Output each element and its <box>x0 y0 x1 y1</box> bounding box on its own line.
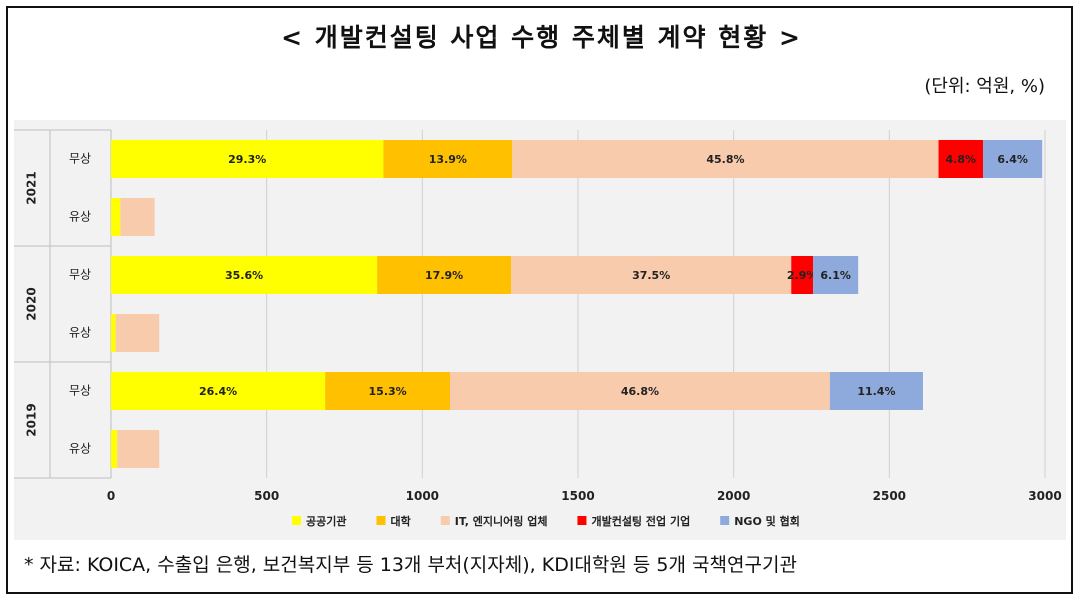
legend-label-0: 공공기관 <box>306 514 346 528</box>
legend-swatch-2 <box>440 516 450 525</box>
legend-swatch-4 <box>720 516 730 525</box>
year-label-2021: 2021 <box>25 171 39 204</box>
bar-2019-무상-NGO 및 협회 <box>829 372 923 410</box>
legend-label-1: 대학 <box>390 514 410 528</box>
row-label: 무상 <box>69 384 91 398</box>
x-tick-label-500: 500 <box>254 489 279 503</box>
bar-2019-무상-대학 <box>325 372 451 410</box>
data-label: 2.9% <box>787 269 818 282</box>
row-label: 무상 <box>69 268 91 282</box>
row-label: 유상 <box>69 442 91 456</box>
bar-2019-무상-IT, 엔지니어링 업체 <box>450 372 830 410</box>
year-label-2019: 2019 <box>25 403 39 436</box>
year-label-2020: 2020 <box>25 287 39 320</box>
legend-swatch-3 <box>577 516 587 525</box>
row-label: 유상 <box>69 326 91 340</box>
data-label: 46.8% <box>621 385 659 398</box>
bar-2021-무상-대학 <box>383 140 513 178</box>
data-label: 45.8% <box>706 153 744 166</box>
bar-2020-무상-개발컨설팅 전업 기업 <box>791 256 814 294</box>
data-label: 13.9% <box>429 153 467 166</box>
data-label: 4.8% <box>946 153 977 166</box>
bar-2021-유상-IT, 엔지니어링 업체 <box>120 198 155 236</box>
x-tick-label-3000: 3000 <box>1028 489 1061 503</box>
x-tick-label-2000: 2000 <box>717 489 750 503</box>
bar-2021-유상-공공기관 <box>111 198 121 236</box>
data-label: 26.4% <box>199 385 237 398</box>
chart-frame <box>6 6 1073 594</box>
bar-2021-무상-개발컨설팅 전업 기업 <box>938 140 984 178</box>
data-label: 17.9% <box>425 269 463 282</box>
data-label: 37.5% <box>632 269 670 282</box>
bar-2019-무상-공공기관 <box>111 372 326 410</box>
bar-2021-무상-공공기관 <box>111 140 384 178</box>
data-label: 6.1% <box>820 269 851 282</box>
bar-2021-무상-IT, 엔지니어링 업체 <box>512 140 939 178</box>
source-note: * 자료: KOICA, 수출입 은행, 보건복지부 등 13개 부처(지자체)… <box>24 554 797 576</box>
bar-2019-유상-IT, 엔지니어링 업체 <box>117 430 160 468</box>
x-tick-label-0: 0 <box>107 489 115 503</box>
legend-swatch-0 <box>292 516 301 525</box>
bar-2020-유상-공공기관 <box>111 314 116 352</box>
legend-label-3: 개발컨설팅 전업 기업 <box>591 514 690 528</box>
bar-2020-무상-IT, 엔지니어링 업체 <box>511 256 792 294</box>
chart-title: < 개발컨설팅 사업 수행 주체별 계약 현황 > <box>281 23 802 52</box>
x-tick-label-2500: 2500 <box>873 489 906 503</box>
data-label: 29.3% <box>228 153 266 166</box>
row-label: 무상 <box>69 152 91 166</box>
data-label: 6.4% <box>997 153 1028 166</box>
data-label: 15.3% <box>369 385 407 398</box>
bar-2020-무상-대학 <box>377 256 512 294</box>
x-tick-label-1500: 1500 <box>561 489 594 503</box>
bar-2020-유상-IT, 엔지니어링 업체 <box>115 314 160 352</box>
row-label: 유상 <box>69 210 91 224</box>
legend-label-2: IT, 엔지니어링 업체 <box>455 514 548 528</box>
bar-2020-무상-공공기관 <box>111 256 378 294</box>
unit-label: (단위: 억원, %) <box>924 76 1045 97</box>
bar-2020-무상-NGO 및 협회 <box>813 256 859 294</box>
bar-2021-무상-NGO 및 협회 <box>983 140 1043 178</box>
legend-label-4: NGO 및 협회 <box>734 514 800 528</box>
plot-area <box>14 120 1066 540</box>
bar-2019-유상-공공기관 <box>111 430 118 468</box>
legend-swatch-1 <box>376 516 386 525</box>
data-label: 35.6% <box>225 269 263 282</box>
x-tick-label-1000: 1000 <box>406 489 439 503</box>
data-label: 11.4% <box>857 385 895 398</box>
